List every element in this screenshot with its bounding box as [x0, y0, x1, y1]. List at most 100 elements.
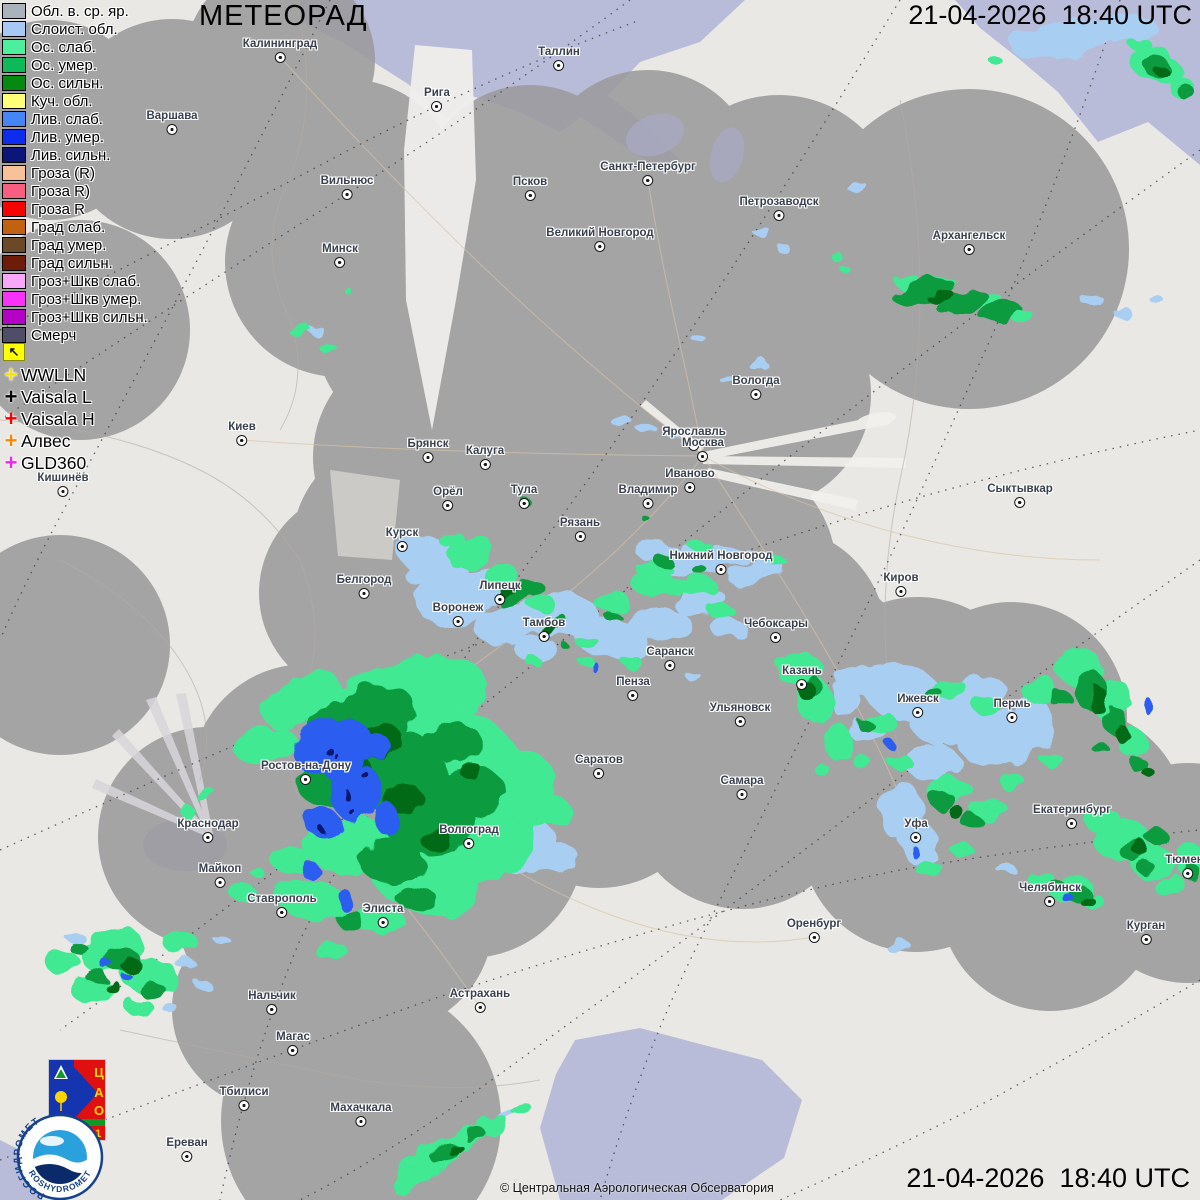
city-label: Воронеж	[432, 602, 484, 614]
network-label: WWLLN	[21, 364, 87, 385]
legend-row: Обл. в. ср. яр.	[2, 2, 148, 20]
legend-label: Лив. слаб.	[31, 110, 103, 128]
legend-row: Куч. обл.	[2, 92, 148, 110]
echo-green	[139, 981, 165, 999]
legend-row: Лив. слаб.	[2, 110, 148, 128]
city-dot	[266, 1004, 278, 1015]
city-label: Ярославль	[662, 426, 726, 438]
city-dot	[642, 498, 654, 509]
echo-green	[978, 302, 1022, 322]
echo-mint	[667, 579, 693, 593]
legend-label: Ос. слаб.	[31, 38, 96, 56]
cao-letter-2: А	[94, 1085, 104, 1100]
city-dot	[770, 632, 782, 643]
timestamp-top: 21-04-2026 18:40 UTC	[908, 0, 1192, 30]
lightning-cross-icon: +	[4, 384, 18, 409]
echo-darkgreen	[1153, 65, 1167, 75]
city-label: Кишинёв	[37, 472, 89, 484]
city-dot	[518, 498, 530, 509]
echo-mint	[510, 1101, 530, 1115]
legend-swatch	[2, 165, 26, 181]
city-label: Екатеринбург	[1033, 804, 1111, 816]
echo-blue	[885, 740, 895, 748]
legend-swatch	[2, 291, 26, 307]
city-label: Москва	[682, 437, 724, 449]
echo-lightblue	[214, 936, 230, 944]
echo-lightblue	[308, 326, 324, 334]
legend-label: Ос. сильн.	[31, 74, 104, 92]
legend-label: Гроз+Шкв слаб.	[31, 272, 141, 290]
city-dot	[300, 774, 312, 785]
city-dot	[442, 500, 454, 511]
legend-row: Гроза R	[2, 200, 148, 218]
legend-swatch	[2, 147, 26, 163]
city-dot	[479, 459, 491, 470]
network-row: + GLD360	[1, 452, 95, 474]
city-marker-Петрозаводск: Петрозаводск	[739, 196, 819, 221]
echo-lightblue	[846, 180, 864, 190]
legend-label: Слоист. обл.	[31, 20, 118, 38]
city-marker-Орёл: Орёл	[433, 486, 463, 511]
page-title: МЕТЕОРАД	[199, 0, 368, 32]
city-dot	[910, 832, 922, 843]
city-dot	[396, 541, 408, 552]
echo-lightblue	[693, 336, 707, 344]
legend-swatch	[2, 309, 26, 325]
echo-blue	[354, 732, 390, 760]
city-dot	[715, 564, 727, 575]
echo-green	[929, 791, 955, 809]
city-dot	[287, 1045, 299, 1056]
echo-blue	[909, 844, 917, 856]
city-label: Самара	[720, 775, 764, 787]
city-label: Архангельск	[932, 230, 1006, 242]
echo-lightblue	[995, 863, 1015, 873]
city-marker-Архангельск: Архангельск	[932, 230, 1006, 255]
city-marker-Тула: Тула	[511, 484, 537, 509]
city-marker-Ростов-на-Дону: Ростов-на-Дону	[261, 760, 351, 785]
echo-navy	[342, 789, 350, 799]
echo-darkgreen	[420, 829, 452, 851]
echo-lightblue	[516, 842, 580, 874]
legend-swatch	[2, 75, 26, 91]
legend-label: Гроза (R)	[31, 164, 96, 182]
city-dot	[334, 257, 346, 268]
legend-swatch	[2, 129, 26, 145]
echo-mint	[524, 655, 540, 665]
echo-blue	[304, 808, 340, 836]
city-label: Ростов-на-Дону	[261, 760, 351, 772]
echo-mint	[126, 999, 154, 1017]
legend-row: Слоист. обл.	[2, 20, 148, 38]
city-marker-Курск: Курск	[386, 527, 418, 552]
legend-label: Лив. сильн.	[31, 146, 111, 164]
legend-swatch	[2, 273, 26, 289]
legend-row: Ос. умер.	[2, 56, 148, 74]
city-label: Липецк	[479, 580, 521, 592]
legend-row: Град слаб.	[2, 218, 148, 236]
lightning-cross-icon: +	[4, 428, 18, 453]
echo-lightblue	[749, 358, 767, 370]
legend-row: Град сильн.	[2, 254, 148, 272]
echo-mint	[765, 555, 785, 565]
city-marker-Казань: Казань	[782, 665, 822, 690]
city-label: Белгород	[336, 574, 392, 586]
legend-row: Лив. сильн.	[2, 146, 148, 164]
echo-mint	[594, 591, 630, 613]
legend-label: Обл. в. ср. яр.	[31, 2, 129, 20]
legend-label: Лив. умер.	[31, 128, 105, 146]
city-label: Пенза	[616, 676, 650, 688]
city-label: Тюмень	[1165, 854, 1200, 866]
echo-green	[606, 613, 622, 623]
city-dot	[593, 768, 605, 779]
city-label: Тбилиси	[219, 1086, 269, 1098]
city-label: Рига	[424, 87, 450, 99]
echo-lightblue	[888, 941, 912, 955]
city-dot	[912, 707, 924, 718]
city-label: Вологда	[732, 375, 780, 387]
city-marker-Екатеринбург: Екатеринбург	[1033, 804, 1111, 829]
city-dot	[684, 482, 696, 493]
legend-row: Лив. умер.	[2, 128, 148, 146]
echo-darkgreen	[104, 980, 120, 992]
city-marker-Вологда: Вологда	[732, 375, 780, 400]
